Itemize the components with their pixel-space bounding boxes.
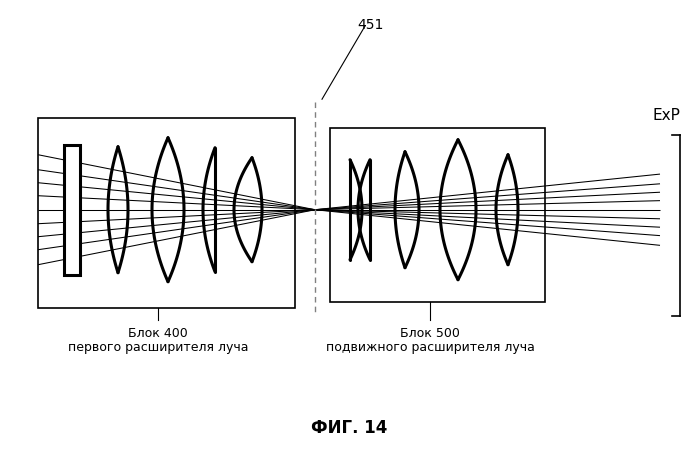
Bar bbox=[38, 118, 295, 308]
Text: первого расширителя луча: первого расширителя луча bbox=[68, 341, 248, 354]
Text: ФИГ. 14: ФИГ. 14 bbox=[311, 419, 387, 437]
Text: Блок 500: Блок 500 bbox=[400, 327, 460, 340]
Bar bbox=[330, 128, 545, 302]
Text: Блок 400: Блок 400 bbox=[128, 327, 188, 340]
Text: ExP: ExP bbox=[652, 107, 680, 123]
Text: подвижного расширителя луча: подвижного расширителя луча bbox=[326, 341, 535, 354]
Bar bbox=[64, 145, 80, 275]
Text: 451: 451 bbox=[356, 18, 383, 32]
